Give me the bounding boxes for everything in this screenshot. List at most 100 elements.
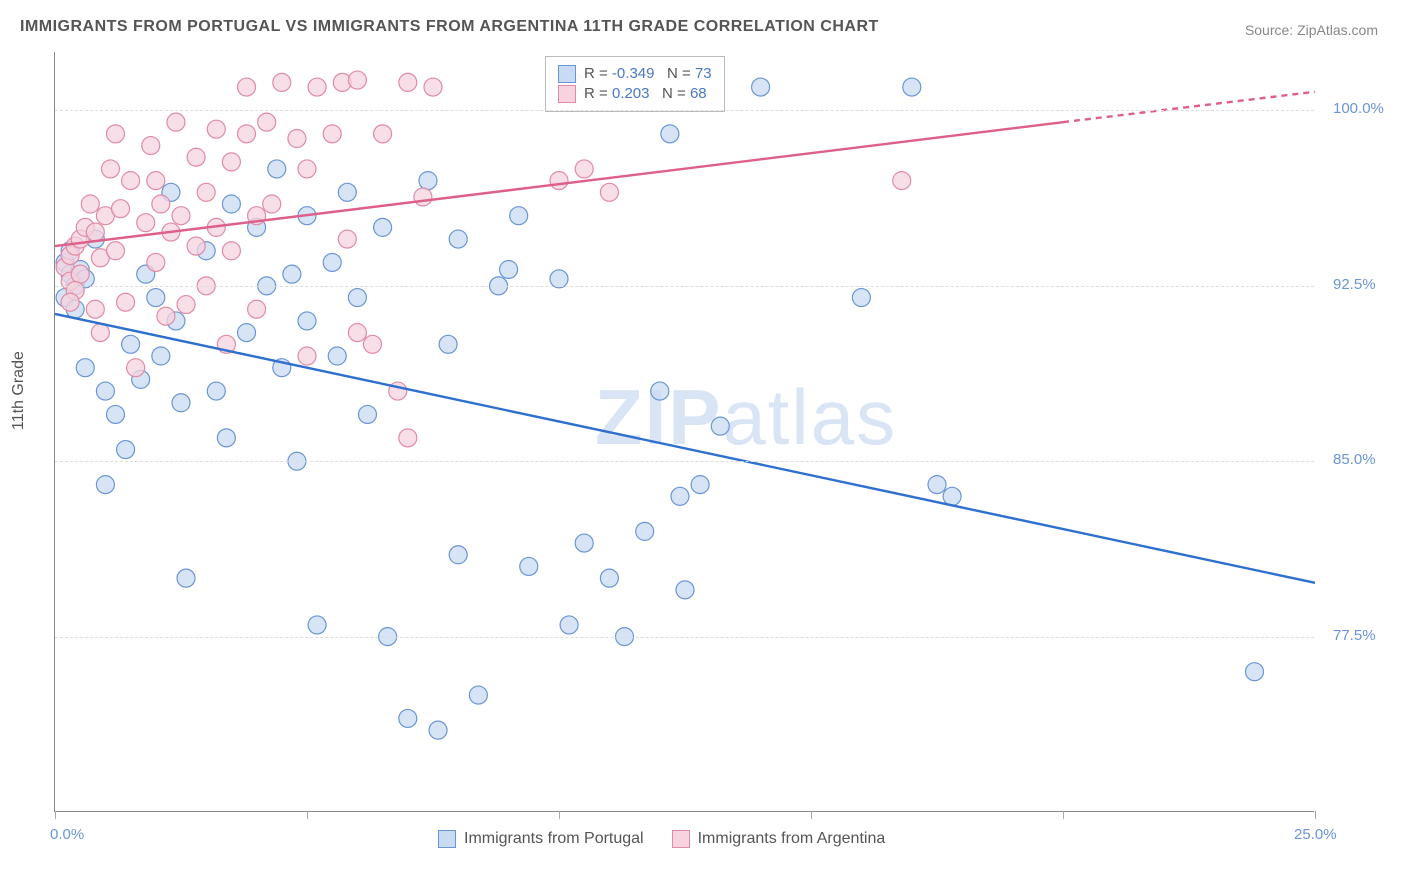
- chart-title: IMMIGRANTS FROM PORTUGAL VS IMMIGRANTS F…: [20, 18, 879, 36]
- data-point: [96, 382, 114, 400]
- data-point: [101, 160, 119, 178]
- data-point: [1246, 663, 1264, 681]
- data-point: [374, 125, 392, 143]
- data-point: [207, 382, 225, 400]
- data-point: [469, 686, 487, 704]
- gridline: [55, 637, 1314, 638]
- correlation-legend: R = -0.349 N = 73R = 0.203 N = 68: [545, 56, 725, 112]
- series-name: Immigrants from Argentina: [698, 830, 886, 847]
- series-legend-item: Immigrants from Argentina: [672, 830, 886, 848]
- legend-swatch: [438, 830, 456, 848]
- data-point: [903, 78, 921, 96]
- data-point: [338, 183, 356, 201]
- data-point: [106, 405, 124, 423]
- data-point: [424, 78, 442, 96]
- data-point: [636, 522, 654, 540]
- data-point: [147, 172, 165, 190]
- data-point: [661, 125, 679, 143]
- data-point: [651, 382, 669, 400]
- gridline: [55, 110, 1314, 111]
- data-point: [177, 569, 195, 587]
- data-point: [711, 417, 729, 435]
- data-point: [222, 195, 240, 213]
- data-point: [298, 312, 316, 330]
- data-point: [298, 160, 316, 178]
- data-point: [399, 73, 417, 91]
- data-point: [238, 78, 256, 96]
- data-point: [691, 476, 709, 494]
- data-point: [575, 534, 593, 552]
- legend-n-label: N =: [662, 85, 686, 102]
- legend-r-value: -0.349: [612, 65, 655, 82]
- source-attribution: Source: ZipAtlas.com: [1245, 22, 1378, 38]
- legend-r-value: 0.203: [612, 85, 650, 102]
- data-point: [268, 160, 286, 178]
- data-point: [283, 265, 301, 283]
- x-tick-label: 25.0%: [1294, 826, 1337, 843]
- data-point: [217, 429, 235, 447]
- data-point: [600, 183, 618, 201]
- data-point: [429, 721, 447, 739]
- data-point: [364, 335, 382, 353]
- data-point: [177, 296, 195, 314]
- data-point: [137, 214, 155, 232]
- data-point: [106, 242, 124, 260]
- data-point: [328, 347, 346, 365]
- data-point: [147, 253, 165, 271]
- data-point: [152, 195, 170, 213]
- legend-row: R = -0.349 N = 73: [558, 65, 712, 83]
- data-point: [81, 195, 99, 213]
- data-point: [187, 237, 205, 255]
- data-point: [86, 223, 104, 241]
- data-point: [207, 120, 225, 138]
- data-point: [142, 137, 160, 155]
- data-point: [112, 200, 130, 218]
- data-point: [167, 113, 185, 131]
- legend-swatch: [558, 85, 576, 103]
- y-tick-label: 85.0%: [1333, 451, 1376, 468]
- data-point: [127, 359, 145, 377]
- data-point: [852, 289, 870, 307]
- data-point: [500, 260, 518, 278]
- y-tick-label: 77.5%: [1333, 627, 1376, 644]
- data-point: [550, 172, 568, 190]
- data-point: [520, 557, 538, 575]
- data-point: [222, 153, 240, 171]
- data-point: [117, 441, 135, 459]
- trend-line-extrapolated: [1063, 92, 1315, 122]
- y-tick-label: 92.5%: [1333, 276, 1376, 293]
- data-point: [71, 265, 89, 283]
- source-name: ZipAtlas.com: [1297, 22, 1378, 38]
- gridline: [55, 286, 1314, 287]
- series-legend-item: Immigrants from Portugal: [438, 830, 644, 848]
- data-point: [187, 148, 205, 166]
- data-point: [323, 125, 341, 143]
- data-point: [414, 188, 432, 206]
- data-point: [91, 324, 109, 342]
- data-point: [96, 476, 114, 494]
- legend-n-value: 68: [690, 85, 707, 102]
- scatter-plot: ZIPatlas R = -0.349 N = 73R = 0.203 N = …: [54, 52, 1314, 812]
- data-point: [298, 347, 316, 365]
- data-point: [61, 293, 79, 311]
- data-point: [308, 616, 326, 634]
- data-point: [348, 324, 366, 342]
- chart-svg: [55, 52, 1314, 811]
- data-point: [248, 300, 266, 318]
- data-point: [323, 253, 341, 271]
- legend-n-label: N =: [667, 65, 691, 82]
- data-point: [117, 293, 135, 311]
- y-tick-label: 100.0%: [1333, 100, 1384, 117]
- legend-n-value: 73: [695, 65, 712, 82]
- data-point: [273, 73, 291, 91]
- data-point: [172, 207, 190, 225]
- data-point: [86, 300, 104, 318]
- data-point: [238, 324, 256, 342]
- data-point: [752, 78, 770, 96]
- data-point: [152, 347, 170, 365]
- data-point: [263, 195, 281, 213]
- data-point: [510, 207, 528, 225]
- data-point: [575, 160, 593, 178]
- x-tick: [307, 811, 308, 819]
- data-point: [157, 307, 175, 325]
